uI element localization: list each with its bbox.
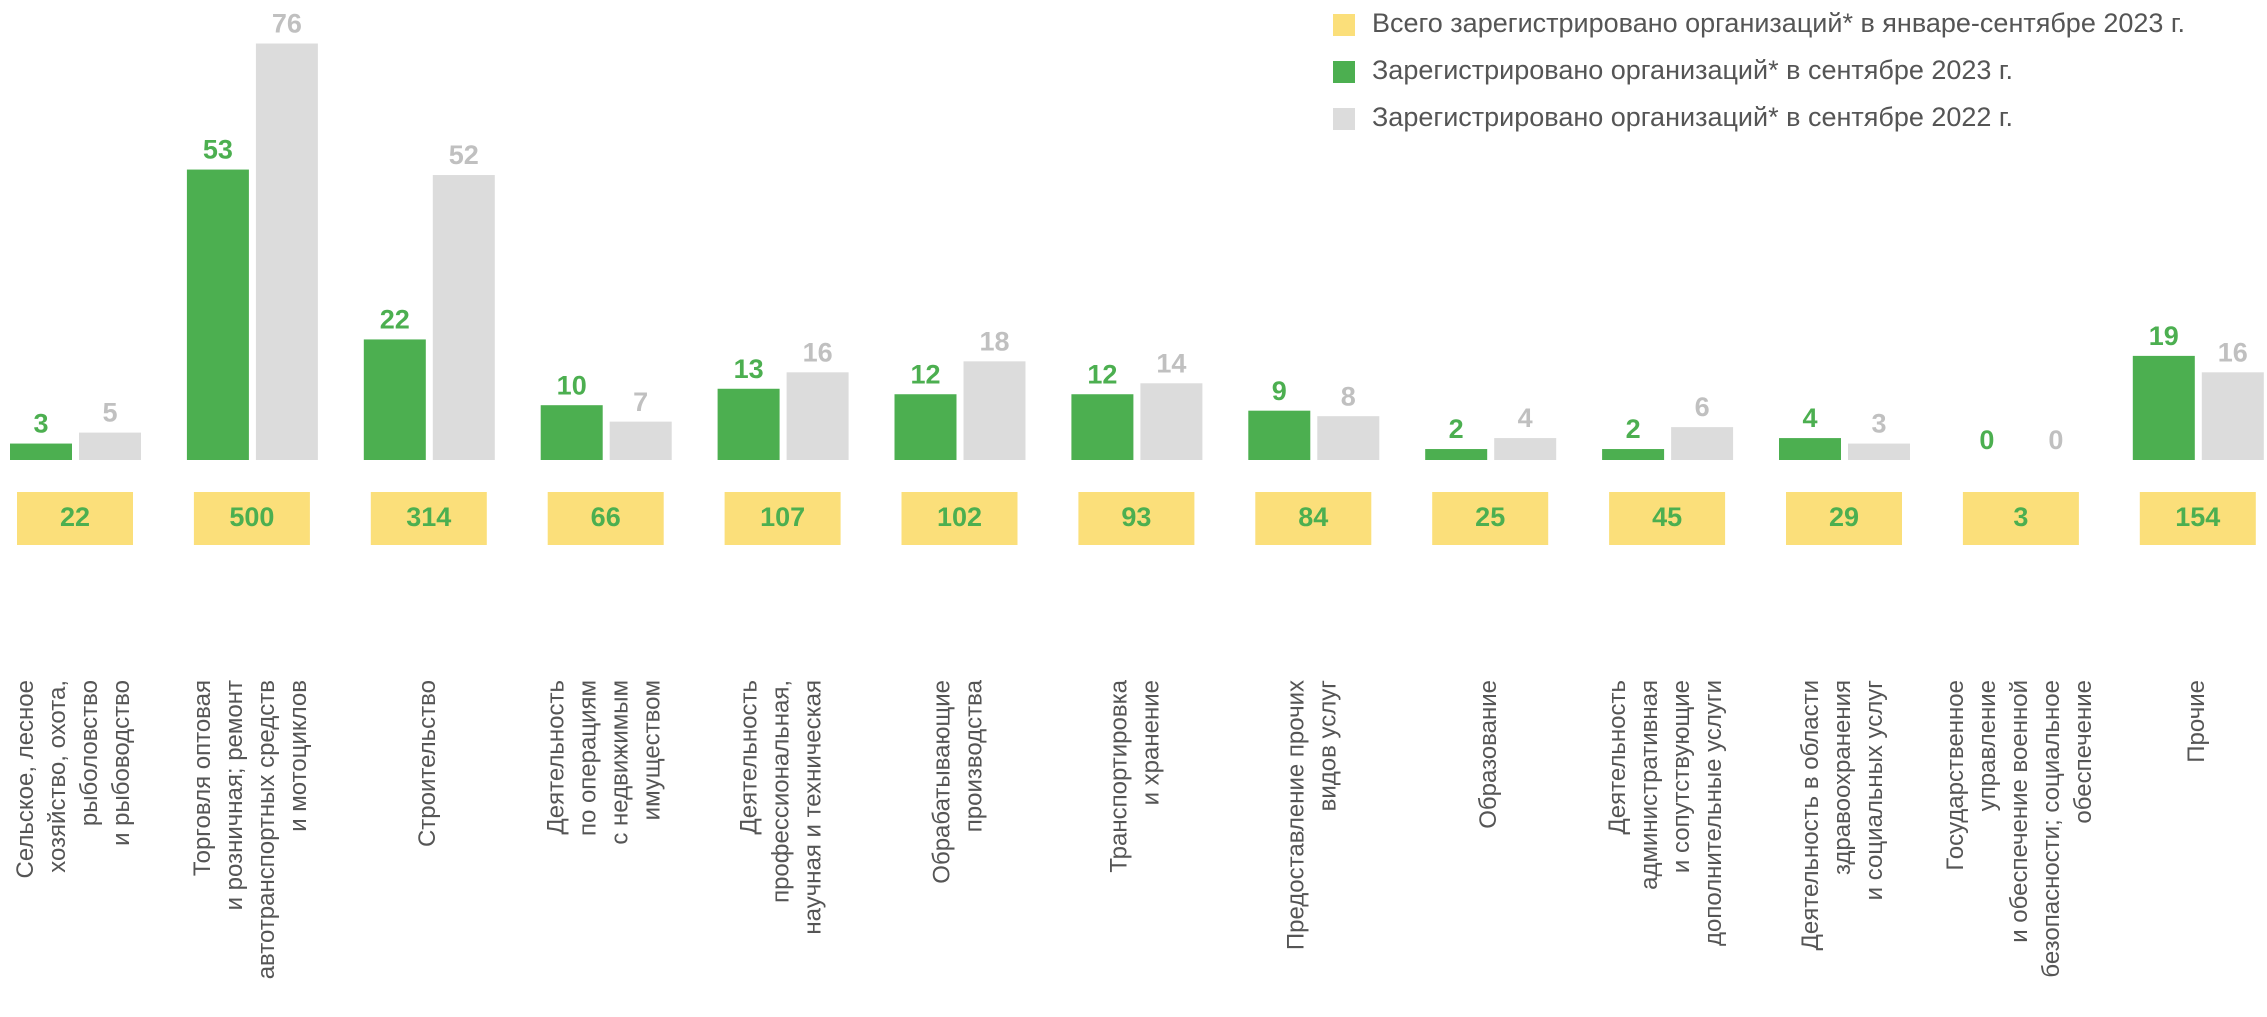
- total-label: 29: [1829, 502, 1859, 532]
- total-box: [370, 492, 487, 545]
- total-box: [1786, 492, 1902, 545]
- value-label: 8: [1341, 381, 1356, 411]
- total-box: [2139, 492, 2256, 545]
- value-label: 9: [1272, 376, 1287, 406]
- total-box: [1432, 492, 1549, 545]
- value-label: 0: [1979, 425, 1994, 455]
- total-label: 66: [591, 502, 621, 532]
- bar: [1317, 416, 1380, 460]
- value-label: 76: [272, 9, 302, 39]
- bar: [1494, 438, 1557, 460]
- category-label: Деятельность профессиональная, научная и т…: [736, 680, 827, 935]
- bar: [963, 361, 1026, 460]
- total-label: 93: [1121, 502, 1151, 532]
- legend-label: Всего зарегистрировано организаций* в ян…: [1372, 8, 2185, 38]
- value-label: 13: [734, 354, 764, 384]
- legend-label: Зарегистрировано организаций* в сентябре…: [1372, 55, 2013, 85]
- total-box: [1078, 492, 1195, 545]
- bar: [1140, 383, 1203, 460]
- bar: [363, 339, 426, 460]
- value-label: 53: [203, 135, 233, 165]
- value-label: 7: [633, 387, 648, 417]
- value-label: 3: [1871, 409, 1886, 439]
- value-label: 14: [1156, 348, 1186, 378]
- bar: [79, 432, 141, 460]
- bar: [540, 405, 603, 460]
- value-label: 2: [1449, 414, 1464, 444]
- category-label: Государственное управление и обеспечение в…: [1942, 680, 2097, 978]
- bar: [1071, 394, 1134, 460]
- category-label: Образование: [1476, 680, 1503, 829]
- total-label: 25: [1475, 502, 1505, 532]
- value-label: 12: [1087, 359, 1117, 389]
- legend-label: Зарегистрировано организаций* в сентябре…: [1372, 102, 2013, 132]
- value-label: 5: [102, 398, 117, 428]
- bar: [1779, 438, 1841, 460]
- total-label: 45: [1652, 502, 1682, 532]
- value-label: 16: [803, 337, 833, 367]
- value-label: 19: [2149, 321, 2179, 351]
- category-label: Обрабатывающие производства: [929, 679, 988, 883]
- value-label: 4: [1802, 403, 1817, 433]
- bar: [1425, 449, 1488, 460]
- bar: [894, 394, 957, 460]
- total-label: 500: [229, 502, 274, 532]
- total-box: [193, 492, 310, 545]
- legend-swatch: [1333, 108, 1355, 130]
- bar: [432, 175, 495, 461]
- bar: [2132, 355, 2195, 460]
- category-label: Транспортировка и хранение: [1106, 679, 1165, 872]
- bar: [1671, 427, 1734, 460]
- total-box: [724, 492, 841, 545]
- value-label: 22: [380, 305, 410, 335]
- value-label: 18: [979, 326, 1009, 356]
- total-label: 314: [406, 502, 451, 532]
- category-label: Деятельность в области здравоохранения и с…: [1797, 680, 1888, 951]
- bar: [1602, 449, 1665, 460]
- bar: [717, 388, 780, 460]
- total-box: [547, 492, 664, 545]
- value-label: 16: [2218, 337, 2248, 367]
- legend-swatch: [1333, 61, 1355, 83]
- bar: [255, 43, 318, 461]
- bar: [10, 443, 72, 460]
- total-label: 3: [2013, 502, 2028, 532]
- bar: [1848, 443, 1910, 460]
- total-label: 107: [760, 502, 805, 532]
- total-label: 102: [937, 502, 982, 532]
- total-label: 84: [1298, 502, 1328, 532]
- category-label: Предоставление прочих видов услуг: [1283, 680, 1342, 950]
- total-box: [17, 492, 133, 545]
- legend-swatch: [1333, 14, 1355, 36]
- category-label: Торговля оптовая и розничная; ремонт автот…: [189, 680, 312, 979]
- total-box: [1609, 492, 1726, 545]
- category-label: Прочие: [2183, 680, 2210, 763]
- bar: [2201, 372, 2264, 460]
- value-label: 12: [910, 359, 940, 389]
- total-box: [1255, 492, 1372, 545]
- value-label: 10: [557, 370, 587, 400]
- value-label: 6: [1695, 392, 1710, 422]
- bar: [1248, 410, 1311, 460]
- category-label: Сельское, лесное хозяйство, охота, рыболов…: [12, 680, 135, 879]
- value-label: 3: [33, 409, 48, 439]
- total-label: 22: [60, 502, 90, 532]
- category-label: Деятельность по операциям с недвижимым имущ…: [543, 680, 666, 845]
- value-label: 0: [2048, 425, 2063, 455]
- bar: [186, 169, 249, 460]
- value-label: 52: [449, 140, 479, 170]
- category-label: Деятельность административная и сопутствую…: [1604, 680, 1727, 946]
- value-label: 4: [1518, 403, 1533, 433]
- bar: [786, 372, 849, 460]
- category-label: Строительство: [414, 680, 441, 847]
- total-label: 154: [2175, 502, 2220, 532]
- total-box: [901, 492, 1018, 545]
- total-box: [1962, 492, 2079, 545]
- value-label: 2: [1626, 414, 1641, 444]
- bar: [609, 421, 672, 460]
